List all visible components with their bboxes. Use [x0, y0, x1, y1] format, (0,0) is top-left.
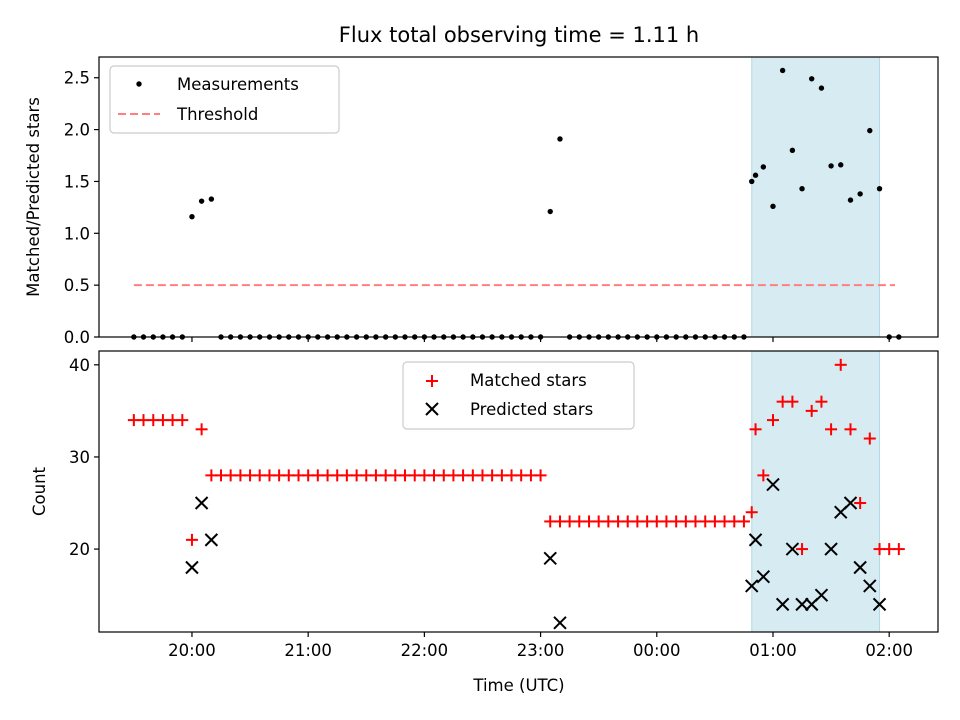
- measurements-point-64: [749, 178, 755, 185]
- y-tick-label: 40: [69, 356, 90, 375]
- matched-stars-point-70: [796, 543, 809, 556]
- y-tick-label: 1.5: [64, 172, 90, 191]
- top-panel: 0.0 0.5 1.0 1.5 2.0 2.5 Matched/Predicted sta…: [24, 56, 939, 347]
- matched-stars-point-75: [844, 423, 857, 436]
- measurements-point-73: [828, 163, 834, 169]
- predicted-stars-point-3: [543, 551, 557, 566]
- measurements-point-44: [557, 136, 563, 142]
- measurements-point-74: [838, 162, 844, 168]
- matched-stars-point-6: [185, 533, 198, 546]
- top-y-axis-label: Matched/Predicted stars: [24, 97, 43, 297]
- x-tick-label: 22:00: [401, 641, 449, 660]
- y-tick-label: 1.0: [64, 224, 90, 243]
- y-tick-label: 30: [69, 448, 90, 467]
- y-tick-label: 20: [69, 540, 90, 559]
- y-tick-label: 2.5: [64, 69, 90, 88]
- x-axis-label: Time (UTC): [472, 676, 564, 695]
- measurements-point-76: [857, 191, 863, 197]
- measurements-point-72: [818, 85, 825, 91]
- legend-matched-label: Matched stars: [470, 371, 587, 390]
- chart-title: Flux total observing time = 1.11 h: [339, 23, 699, 47]
- measurements-point-75: [847, 197, 854, 203]
- measurements-point-69: [789, 147, 796, 154]
- predicted-stars-point-7: [756, 570, 771, 584]
- matched-stars-point-72: [815, 395, 828, 408]
- matched-stars-point-67: [766, 414, 779, 427]
- predicted-stars-point-9: [775, 597, 790, 612]
- bottom-y-axis-label: Count: [30, 466, 49, 516]
- matched-stars-point-7: [195, 423, 208, 436]
- predicted-stars-point-13: [814, 588, 829, 602]
- top-plot-frame: [98, 56, 939, 338]
- top-shaded-region: [751, 56, 881, 338]
- bottom-panel: 20:00 21:00 22:00 23:00 00:00 01:00 02:00 20 30…: [30, 350, 939, 695]
- x-tick-label: 21:00: [284, 641, 332, 660]
- predicted-stars-point-8: [766, 477, 780, 492]
- x-tick-label: 02:00: [865, 641, 913, 660]
- legend-measurements-marker: [136, 81, 142, 87]
- bottom-plot-frame: [98, 350, 939, 633]
- legend-threshold-label: Threshold: [176, 105, 258, 124]
- measurements-point-78: [876, 186, 883, 192]
- measurements-point-68: [779, 67, 786, 74]
- predicted-stars-point-19: [872, 597, 887, 612]
- predicted-stars-point-17: [853, 560, 867, 575]
- measurements-point-8: [208, 196, 215, 202]
- y-tick-label: 0.0: [64, 328, 90, 347]
- legend-predicted-marker: [425, 402, 439, 416]
- matched-stars-point-5: [176, 414, 189, 427]
- y-tick-label: 0.5: [64, 276, 90, 295]
- predicted-stars-point-16: [843, 496, 858, 510]
- measurements-point-6: [189, 214, 195, 220]
- measurements-point-65: [752, 172, 759, 178]
- measurements-point-7: [198, 198, 205, 204]
- measurements-point-71: [808, 76, 815, 82]
- matched-stars-point-65: [749, 423, 762, 436]
- measurements-point-77: [867, 127, 873, 134]
- predicted-stars-point-18: [863, 579, 877, 593]
- x-tick-label: 00:00: [633, 641, 681, 660]
- bottom-legend: Matched stars Predicted stars: [402, 361, 635, 430]
- x-tick-label: 01:00: [749, 641, 797, 660]
- matched-stars-point-66: [757, 469, 770, 482]
- matched-stars-point-63: [737, 515, 750, 528]
- measurements-point-66: [760, 164, 767, 170]
- bottom-legend-box: [402, 361, 635, 430]
- matched-stars-point-69: [786, 395, 799, 408]
- predicted-stars-point-1: [194, 496, 209, 510]
- matched-stars-point-76: [854, 497, 867, 510]
- predicted-stars-point-14: [824, 542, 838, 556]
- measurements-point-43: [547, 208, 553, 215]
- measurements-point-67: [770, 203, 776, 210]
- predicted-stars-point-4: [553, 616, 567, 630]
- measurements-point-70: [799, 186, 805, 192]
- matched-stars-point-64: [745, 506, 758, 519]
- x-tick-label: 23:00: [517, 641, 565, 660]
- top-legend: Measurements Threshold: [109, 65, 340, 134]
- predicted-stars-point-11: [795, 597, 809, 612]
- predicted-stars-point-2: [204, 533, 219, 547]
- predicted-stars-point-10: [785, 542, 800, 556]
- matched-stars-point-80: [892, 543, 905, 556]
- y-tick-label: 2.0: [64, 121, 90, 140]
- matched-stars-point-77: [863, 432, 876, 445]
- x-tick-label: 20:00: [168, 641, 216, 660]
- legend-measurements-label: Measurements: [177, 75, 299, 94]
- legend-matched-marker: [426, 375, 438, 387]
- predicted-stars-point-6: [748, 533, 763, 547]
- matched-stars-point-73: [825, 423, 838, 436]
- matched-stars-point-71: [805, 404, 818, 417]
- legend-predicted-label: Predicted stars: [470, 400, 593, 419]
- predicted-stars-point-0: [185, 560, 199, 575]
- matched-stars-point-74: [834, 358, 847, 371]
- matched-stars-point-42: [534, 469, 547, 482]
- top-legend-box: [109, 65, 340, 134]
- predicted-stars-point-5: [745, 579, 759, 593]
